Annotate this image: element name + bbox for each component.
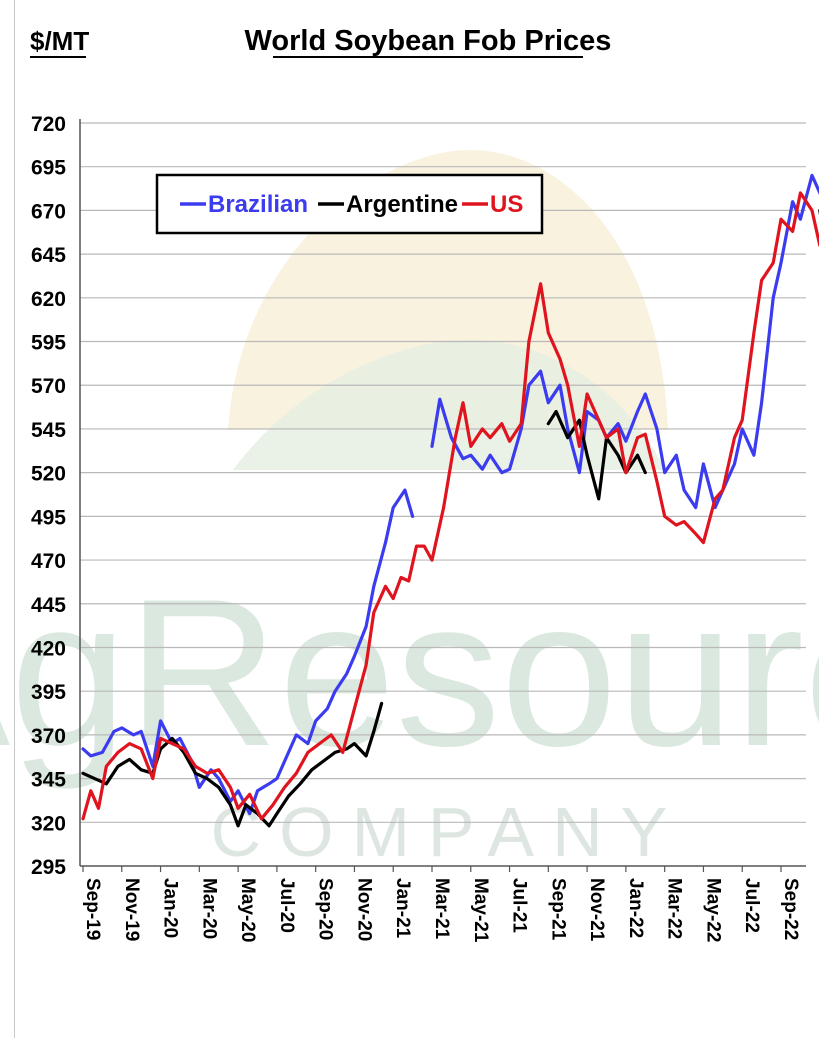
y-tick-label: 345 <box>31 769 66 792</box>
x-tick-label: Mar-22 <box>664 878 685 939</box>
watermark-company: COMPANY <box>211 793 686 871</box>
y-tick-label: 295 <box>31 856 66 879</box>
watermark-agresource: AgResource <box>0 555 819 790</box>
legend-label-us: US <box>490 191 523 218</box>
y-tick-label: 720 <box>31 113 66 136</box>
x-tick-label: Jan-21 <box>392 878 413 939</box>
left-frame-line <box>14 0 15 1038</box>
hill-shape <box>233 340 665 470</box>
series-line-us <box>81 191 819 821</box>
y-tick-label: 595 <box>31 332 66 355</box>
x-tick-label: Mar-21 <box>431 878 452 940</box>
x-tick-label: Nov-19 <box>121 878 142 941</box>
x-tick-label: Jan-22 <box>625 878 646 938</box>
y-tick-label: 445 <box>31 594 66 617</box>
legend-label-argentine: Argentine <box>346 191 458 218</box>
series-line-brazilian <box>81 488 415 816</box>
y-tick-label: 695 <box>31 157 66 180</box>
y-tick-label: 420 <box>31 637 66 660</box>
y-tick-label: 395 <box>31 681 66 704</box>
x-tick-label: Sep-19 <box>82 878 103 940</box>
x-tick-label: Nov-21 <box>586 878 607 942</box>
series-line-brazilian <box>430 173 819 510</box>
y-tick-label: 520 <box>31 463 66 486</box>
chart-title: World Soybean Fob Prices <box>245 25 612 57</box>
y-tick-label: 645 <box>31 244 66 267</box>
y-tick-label: 545 <box>31 419 66 442</box>
y-tick-label: 495 <box>31 506 66 529</box>
legend-label-brazilian: Brazilian <box>208 191 308 218</box>
y-tick-label: 470 <box>31 550 66 573</box>
x-tick-label: May-22 <box>702 878 723 942</box>
series-line-argentine <box>546 409 647 501</box>
y-axis-label: $/MT <box>30 26 89 56</box>
series-line-argentine <box>81 701 384 828</box>
x-tick-label: May-20 <box>237 878 258 942</box>
y-tick-label: 370 <box>31 725 66 748</box>
x-tick-label: Jan-20 <box>160 878 181 938</box>
y-tick-label: 670 <box>31 200 66 223</box>
y-tick-label: 620 <box>31 288 66 311</box>
x-tick-label: May-21 <box>470 878 491 943</box>
x-tick-label: Jul-21 <box>509 878 530 933</box>
x-tick-label: Sep-22 <box>780 878 801 940</box>
x-tick-label: Nov-20 <box>353 878 374 941</box>
legend: Brazilian Argentine US <box>155 173 544 235</box>
y-tick-label: 320 <box>31 812 66 835</box>
y-tick-label: 570 <box>31 375 66 398</box>
x-tick-label: Jul-22 <box>741 878 762 933</box>
x-tick-label: Mar-20 <box>198 878 219 939</box>
x-tick-label: Sep-20 <box>315 878 336 940</box>
x-tick-label: Sep-21 <box>547 878 568 941</box>
x-tick-label: Jul-20 <box>276 878 297 933</box>
